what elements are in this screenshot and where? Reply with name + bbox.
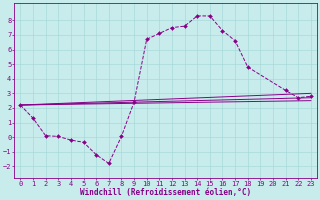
X-axis label: Windchill (Refroidissement éolien,°C): Windchill (Refroidissement éolien,°C)	[80, 188, 251, 197]
